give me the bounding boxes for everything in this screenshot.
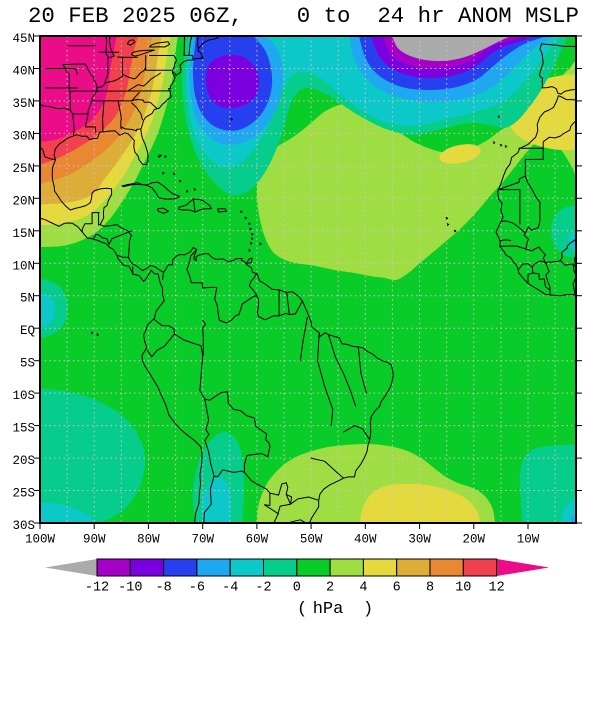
svg-text:50W: 50W bbox=[300, 533, 323, 547]
svg-text:35N: 35N bbox=[12, 97, 35, 111]
svg-text:2: 2 bbox=[326, 581, 334, 596]
svg-text:10S: 10S bbox=[12, 389, 35, 403]
svg-text:-8: -8 bbox=[155, 581, 171, 596]
svg-text:0: 0 bbox=[293, 581, 301, 596]
svg-text:20N: 20N bbox=[12, 194, 35, 208]
svg-text:-2: -2 bbox=[255, 581, 271, 596]
svg-text:30N: 30N bbox=[12, 129, 35, 143]
svg-text:hPa: hPa bbox=[313, 600, 344, 619]
svg-text:): ) bbox=[363, 600, 373, 619]
svg-text:(: ( bbox=[297, 600, 307, 619]
svg-text:-12: -12 bbox=[85, 581, 109, 596]
svg-text:20W: 20W bbox=[463, 533, 486, 547]
svg-text:-6: -6 bbox=[189, 581, 205, 596]
svg-text:30W: 30W bbox=[408, 533, 431, 547]
svg-text:20 FEB 2025 06Z, 0 to 24 h: 20 FEB 2025 06Z, 0 to 24 hr ANOM MSLP bbox=[28, 3, 579, 29]
svg-text:80W: 80W bbox=[137, 533, 160, 547]
svg-text:25N: 25N bbox=[12, 162, 35, 176]
svg-text:-4: -4 bbox=[222, 581, 238, 596]
svg-text:25S: 25S bbox=[12, 487, 35, 501]
svg-text:90W: 90W bbox=[83, 533, 106, 547]
svg-text:10: 10 bbox=[455, 581, 471, 596]
svg-text:12: 12 bbox=[488, 581, 504, 596]
svg-text:15N: 15N bbox=[12, 227, 35, 241]
svg-text:4: 4 bbox=[359, 581, 367, 596]
svg-text:-10: -10 bbox=[118, 581, 142, 596]
svg-text:70W: 70W bbox=[191, 533, 214, 547]
svg-text:40N: 40N bbox=[12, 65, 35, 79]
svg-text:5S: 5S bbox=[20, 357, 35, 371]
svg-text:6: 6 bbox=[393, 581, 401, 596]
svg-text:15S: 15S bbox=[12, 422, 35, 436]
svg-text:40W: 40W bbox=[354, 533, 377, 547]
svg-text:45N: 45N bbox=[12, 32, 35, 46]
svg-text:20S: 20S bbox=[12, 454, 35, 468]
svg-text:60W: 60W bbox=[246, 533, 269, 547]
svg-text:30S: 30S bbox=[12, 519, 35, 533]
svg-text:8: 8 bbox=[426, 581, 434, 596]
svg-text:10W: 10W bbox=[517, 533, 540, 547]
svg-text:100W: 100W bbox=[25, 533, 56, 547]
svg-text:10N: 10N bbox=[12, 259, 35, 273]
svg-text:5N: 5N bbox=[20, 292, 35, 306]
svg-text:EQ: EQ bbox=[20, 324, 35, 338]
